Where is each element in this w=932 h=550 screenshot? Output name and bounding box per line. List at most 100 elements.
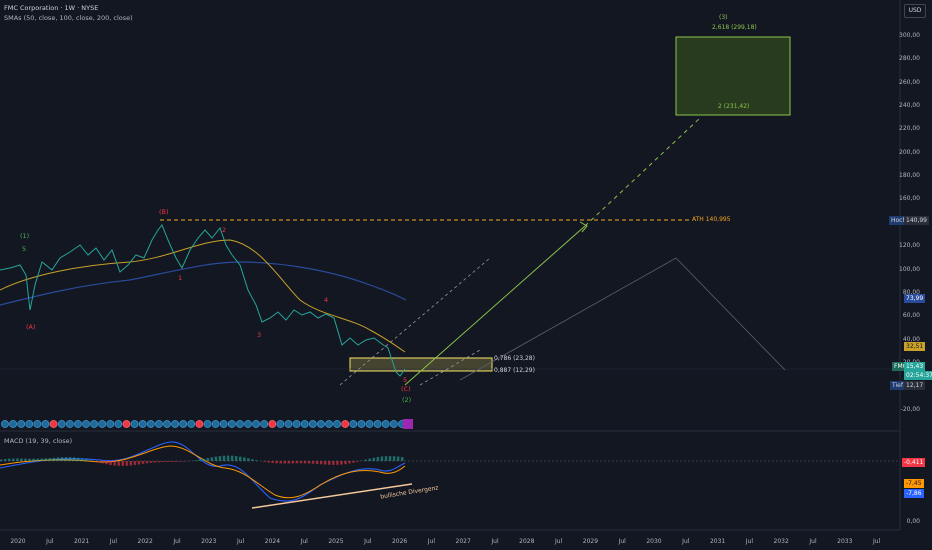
earnings-event-icon[interactable] (57, 420, 66, 428)
earnings-event-icon[interactable] (325, 420, 333, 428)
currency-button[interactable]: USD (904, 4, 926, 18)
earnings-event-icon[interactable] (276, 420, 285, 428)
earnings-event-icon[interactable] (300, 420, 309, 428)
time-tick: Jul (491, 538, 499, 545)
macd-signal2-tag: -7,86 (904, 489, 924, 498)
price-tick: 200,00 (899, 148, 920, 156)
earnings-event-icon[interactable] (373, 420, 382, 428)
dividend-event-icon[interactable] (341, 420, 350, 428)
macd-histogram-bar (24, 458, 27, 461)
earnings-event-icon[interactable] (82, 420, 90, 428)
earnings-event-icon[interactable] (381, 420, 390, 428)
earnings-event-icon[interactable] (316, 420, 325, 428)
earnings-event-icon[interactable] (130, 420, 139, 428)
earnings-event-icon[interactable] (179, 420, 188, 428)
earnings-event-icon[interactable] (227, 420, 236, 428)
macd-histogram-bar (352, 461, 355, 463)
price-series[interactable] (0, 224, 406, 377)
time-tick: Jul (809, 538, 817, 545)
time-tick: 2024 (264, 538, 281, 545)
price-tick: 40,00 (902, 335, 920, 343)
price-tick: 240,00 (899, 102, 920, 110)
earnings-event-icon[interactable] (389, 420, 398, 428)
time-tick: 2025 (328, 538, 344, 545)
macd-histogram-bar (267, 461, 270, 463)
earnings-event-icon[interactable] (98, 420, 107, 428)
macd-histogram-bar (348, 461, 351, 464)
macd-axis-zero: 0,00 (906, 518, 920, 525)
earnings-event-icon[interactable] (17, 420, 26, 428)
projection-line-green[interactable] (404, 225, 586, 386)
earnings-event-icon[interactable] (284, 420, 293, 428)
earnings-event-icon[interactable] (146, 420, 155, 428)
earnings-event-icon[interactable] (349, 420, 358, 428)
earnings-event-icon[interactable] (260, 420, 269, 428)
macd-histogram-bar (16, 458, 19, 461)
time-tick: 2030 (646, 538, 662, 545)
earnings-event-icon[interactable] (244, 420, 252, 428)
earnings-event-icon[interactable] (41, 420, 50, 428)
channel-line-upper[interactable] (339, 257, 491, 386)
earnings-event-icon[interactable] (1, 420, 9, 428)
earnings-event-icon[interactable] (211, 420, 220, 428)
time-tick: 2026 (391, 538, 408, 545)
dividend-event-icon[interactable] (122, 420, 131, 428)
divergence-line[interactable] (251, 483, 413, 509)
earnings-event-icon[interactable] (187, 420, 196, 428)
earnings-event-icon[interactable] (365, 420, 374, 428)
time-tick: Jul (364, 538, 372, 545)
macd-histogram-bar (222, 455, 226, 461)
earnings-event-icon[interactable] (90, 420, 98, 428)
indicator-legend[interactable]: SMAs (50, close, 100, close, 200, close) (4, 14, 133, 22)
dividend-event-icon[interactable] (268, 420, 277, 428)
macd-histogram-bar (324, 461, 327, 465)
events-row[interactable] (1, 419, 413, 429)
dividend-event-icon[interactable] (195, 420, 204, 428)
earnings-event-icon[interactable] (138, 420, 147, 428)
earnings-event-icon[interactable] (106, 420, 115, 428)
wave-B: (B) (159, 208, 169, 216)
sma-200-line[interactable] (0, 261, 407, 306)
earnings-event-icon[interactable] (65, 420, 74, 428)
macd-legend[interactable]: MACD (19, 39, close) (4, 437, 73, 445)
macd-histogram-bar (162, 461, 165, 463)
price-tick: 300,00 (899, 32, 920, 39)
macd-histogram-bar (287, 461, 291, 464)
projection-triangle[interactable] (459, 257, 786, 381)
macd-signal-line[interactable] (0, 445, 406, 499)
earnings-event-icon[interactable] (33, 420, 42, 428)
time-tick: Jul (554, 538, 563, 545)
earnings-event-icon[interactable] (235, 420, 244, 428)
time-tick: 2021 (73, 538, 90, 545)
macd-histogram-bar (182, 461, 185, 462)
earnings-event-icon[interactable] (154, 420, 163, 428)
target-zone-box[interactable] (675, 36, 791, 116)
earnings-event-icon[interactable] (292, 420, 301, 428)
earnings-event-icon[interactable] (219, 420, 228, 428)
macd-histogram-bar (396, 456, 400, 461)
price-tick: -20,00 (900, 405, 920, 413)
projection-line-dashed[interactable] (584, 117, 701, 227)
fib-upper-label: 0,786 (23,28) (494, 355, 535, 362)
earnings-event-icon[interactable] (163, 420, 171, 428)
macd-histogram-bar (125, 461, 129, 466)
sma-50-line[interactable] (0, 239, 406, 353)
macd-line[interactable] (0, 441, 406, 502)
macd-histogram-bar (12, 458, 15, 461)
earnings-event-icon[interactable] (25, 420, 34, 428)
earnings-event-icon[interactable] (9, 420, 17, 428)
earnings-event-icon[interactable] (74, 420, 82, 428)
macd-histogram-bar (81, 458, 84, 461)
dividend-event-icon[interactable] (49, 420, 58, 428)
earnings-event-icon[interactable] (357, 420, 366, 428)
wave-1b: 1 (178, 274, 183, 282)
macd-histogram-bar (174, 461, 177, 462)
earnings-event-icon[interactable] (114, 420, 123, 428)
earnings-event-icon[interactable] (203, 420, 212, 428)
earnings-event-icon[interactable] (171, 420, 179, 428)
earnings-event-icon[interactable] (333, 420, 341, 428)
upcoming-earnings-icon[interactable] (403, 419, 413, 429)
earnings-event-icon[interactable] (252, 420, 260, 428)
earnings-event-icon[interactable] (308, 420, 317, 428)
